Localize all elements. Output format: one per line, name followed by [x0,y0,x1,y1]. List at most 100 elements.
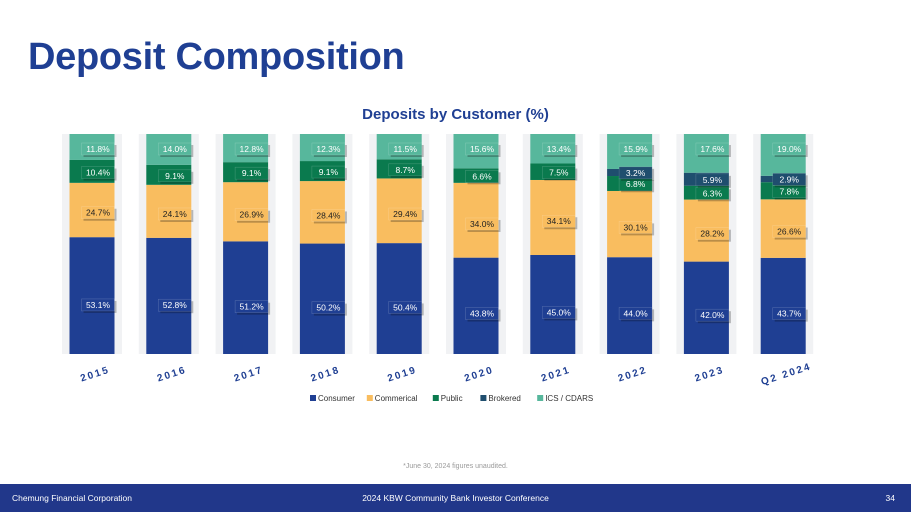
data-label-box [465,217,499,231]
data-label: 6.3% [703,188,723,198]
legend-label: Consumer [318,394,355,403]
page-number: 34 [885,493,895,503]
bar-segment [683,261,729,354]
data-label: 26.6% [777,227,802,237]
data-label: 5.9% [703,175,723,185]
data-label-box [311,142,346,156]
data-label-box [772,185,806,198]
x-tick-label: 2017 [233,365,265,385]
x-tick-label: 2018 [310,365,342,385]
data-label: 50.2% [316,303,341,313]
data-label-box [158,298,192,312]
x-tick-label: 2015 [79,365,111,385]
x-tick-label: 2022 [617,365,649,385]
data-label: 13.4% [547,144,572,154]
data-label-box [542,214,576,228]
bar-segment [453,257,499,354]
legend-label: Public [441,394,463,403]
data-label-box [772,225,806,238]
data-label-box [311,301,346,314]
data-label-box [234,208,269,221]
data-label-box [542,306,576,319]
data-label: 14.0% [163,144,188,154]
data-label: 7.8% [780,187,800,197]
data-label-box [618,221,653,234]
legend-swatch [480,395,487,401]
data-label-box [234,142,269,156]
data-label-box [311,209,346,222]
data-label: 11.8% [86,144,110,154]
x-tick-label: 2023 [694,365,726,385]
page-title: Deposit Composition [28,36,405,78]
legend-label: Commerical [375,394,418,403]
data-label: 30.1% [624,222,649,232]
data-label-box [311,165,346,179]
data-label-box [695,142,730,156]
x-tick-label: 2019 [386,365,418,385]
data-label: 19.0% [777,144,802,154]
data-label: 29.4% [393,209,418,219]
bar-segment [760,257,806,354]
data-label-box [158,142,192,156]
data-label: 45.0% [547,307,572,317]
data-label: 44.0% [624,308,649,318]
data-label-box [618,142,653,156]
data-label: 6.8% [626,179,646,189]
chart-title: Deposits by Customer (%) [362,106,549,123]
bar-segment [69,237,115,354]
data-label-box [234,300,269,313]
data-label: 7.5% [549,168,569,178]
data-label: 11.5% [393,144,417,154]
data-label: 42.0% [700,310,725,320]
footer-company: Chemung Financial Corporation [12,493,133,503]
bar-segment [376,243,422,354]
x-tick-label: 2021 [540,365,572,385]
legend-swatch [366,395,373,401]
data-label: 8.7% [396,165,416,175]
data-label-box [542,142,576,156]
x-tick-label: 2020 [463,365,495,385]
data-label: 51.2% [240,302,265,312]
data-label: 50.4% [393,302,418,312]
data-label-box [388,163,422,177]
bar-segment [299,243,345,354]
data-label-box [158,169,192,183]
bar-segment [223,241,269,354]
data-label-box [695,227,730,240]
data-label: 9.1% [165,171,185,181]
data-label: 34.1% [547,216,572,226]
data-label-box [388,301,422,314]
data-label: 10.4% [86,168,111,178]
data-label-box [465,307,499,320]
data-label-box [695,308,730,322]
data-label: 43.7% [777,309,802,319]
data-label: 28.2% [700,229,725,239]
x-tick-label: Q2 2024 [760,361,813,388]
data-label: 3.2% [626,168,646,178]
data-label: 24.1% [163,209,188,219]
data-label-box [158,207,192,221]
data-label-box [618,307,653,320]
bar-segment [530,255,576,354]
data-label: 12.8% [240,144,265,154]
data-label: 15.9% [624,144,649,154]
bar-segment [607,257,653,354]
data-label: 15.6% [470,144,495,154]
legend-label: Brokered [488,394,520,403]
footer-bar: Chemung Financial Corporation 2024 KBW C… [0,484,911,512]
data-label: 6.6% [472,171,492,181]
bar-segment [146,237,192,354]
data-label-box [542,166,576,179]
data-label-box [234,166,269,180]
data-label-box [465,170,499,183]
data-label: 43.8% [470,309,495,319]
data-label: 17.6% [700,144,725,154]
footer-event: 2024 KBW Community Bank Investor Confere… [362,493,549,503]
data-label: 2.9% [780,174,800,184]
data-label: 28.4% [316,210,341,220]
data-label-box [81,166,115,179]
data-label-box [81,206,115,219]
stacked-bar-chart: 53.1% 24.7% 10.4% 11.8% 2015 52.8% 24.1% 9.1% 14… [62,134,814,403]
x-tick-label: 2016 [156,365,188,385]
legend-swatch [310,395,316,401]
